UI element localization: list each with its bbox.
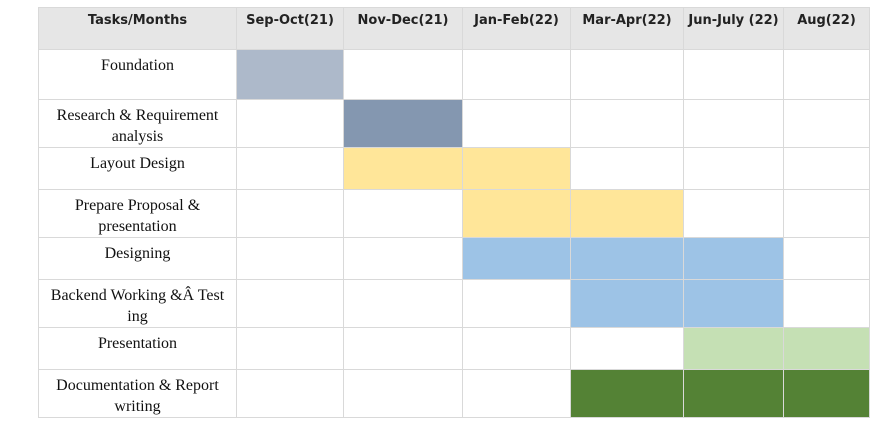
empty-cell (236, 327, 344, 370)
header-period: Mar-Apr(22) (570, 7, 684, 50)
empty-cell (683, 147, 784, 190)
gantt-bar-cell (343, 147, 463, 190)
task-name: Prepare Proposal & presentation (38, 189, 237, 238)
task-row: Backend Working &Â Test ing (38, 279, 870, 328)
task-row: Research & Requirement analysis (38, 99, 870, 148)
empty-cell (236, 279, 344, 328)
empty-cell (683, 99, 784, 148)
gantt-bar-cell (236, 49, 344, 100)
empty-cell (570, 147, 684, 190)
task-row: Layout Design (38, 147, 870, 190)
header-period: Nov-Dec(21) (343, 7, 463, 50)
empty-cell (343, 279, 463, 328)
task-name: Foundation (38, 49, 237, 100)
task-name: Layout Design (38, 147, 237, 190)
empty-cell (570, 99, 684, 148)
task-name: Research & Requirement analysis (38, 99, 237, 148)
gantt-bar-cell (462, 147, 571, 190)
gantt-bar-cell (783, 369, 870, 418)
empty-cell (343, 49, 463, 100)
empty-cell (462, 49, 571, 100)
gantt-bar-cell (570, 189, 684, 238)
gantt-bar-cell (462, 189, 571, 238)
gantt-bar-cell (570, 237, 684, 280)
gantt-bar-cell (343, 99, 463, 148)
empty-cell (462, 369, 571, 418)
empty-cell (236, 189, 344, 238)
empty-cell (343, 327, 463, 370)
task-row: Foundation (38, 49, 870, 100)
gantt-bar-cell (683, 327, 784, 370)
gantt-bar-cell (570, 279, 684, 328)
gantt-table: Tasks/Months Sep-Oct(21) Nov-Dec(21) Jan-F… (38, 7, 870, 418)
empty-cell (570, 327, 684, 370)
task-name: Presentation (38, 327, 237, 370)
empty-cell (783, 49, 870, 100)
empty-cell (343, 189, 463, 238)
task-name: Backend Working &Â Test ing (38, 279, 237, 328)
gantt-bar-cell (462, 237, 571, 280)
task-row: Prepare Proposal & presentation (38, 189, 870, 238)
task-row: Documentation & Report writing (38, 369, 870, 418)
gantt-body: Foundation Research & Requirement analysi… (38, 49, 870, 418)
gantt-bar-cell (570, 369, 684, 418)
gantt-bar-cell (783, 327, 870, 370)
header-tasks-months: Tasks/Months (38, 7, 237, 50)
task-name: Documentation & Report writing (38, 369, 237, 418)
empty-cell (570, 49, 684, 100)
empty-cell (236, 99, 344, 148)
empty-cell (783, 189, 870, 238)
empty-cell (783, 99, 870, 148)
empty-cell (462, 327, 571, 370)
empty-cell (343, 237, 463, 280)
task-row: Designing (38, 237, 870, 280)
gantt-bar-cell (683, 369, 784, 418)
header-period: Aug(22) (783, 7, 870, 50)
empty-cell (343, 369, 463, 418)
header-period: Sep-Oct(21) (236, 7, 344, 50)
empty-cell (783, 147, 870, 190)
task-name: Designing (38, 237, 237, 280)
header-period: Jun-July (22) (683, 7, 784, 50)
header-row: Tasks/Months Sep-Oct(21) Nov-Dec(21) Jan-F… (38, 7, 870, 50)
empty-cell (783, 279, 870, 328)
empty-cell (683, 49, 784, 100)
empty-cell (462, 279, 571, 328)
task-row: Presentation (38, 327, 870, 370)
empty-cell (236, 369, 344, 418)
empty-cell (462, 99, 571, 148)
header-period: Jan-Feb(22) (462, 7, 571, 50)
empty-cell (236, 147, 344, 190)
gantt-bar-cell (683, 279, 784, 328)
empty-cell (683, 189, 784, 238)
empty-cell (236, 237, 344, 280)
empty-cell (783, 237, 870, 280)
gantt-bar-cell (683, 237, 784, 280)
